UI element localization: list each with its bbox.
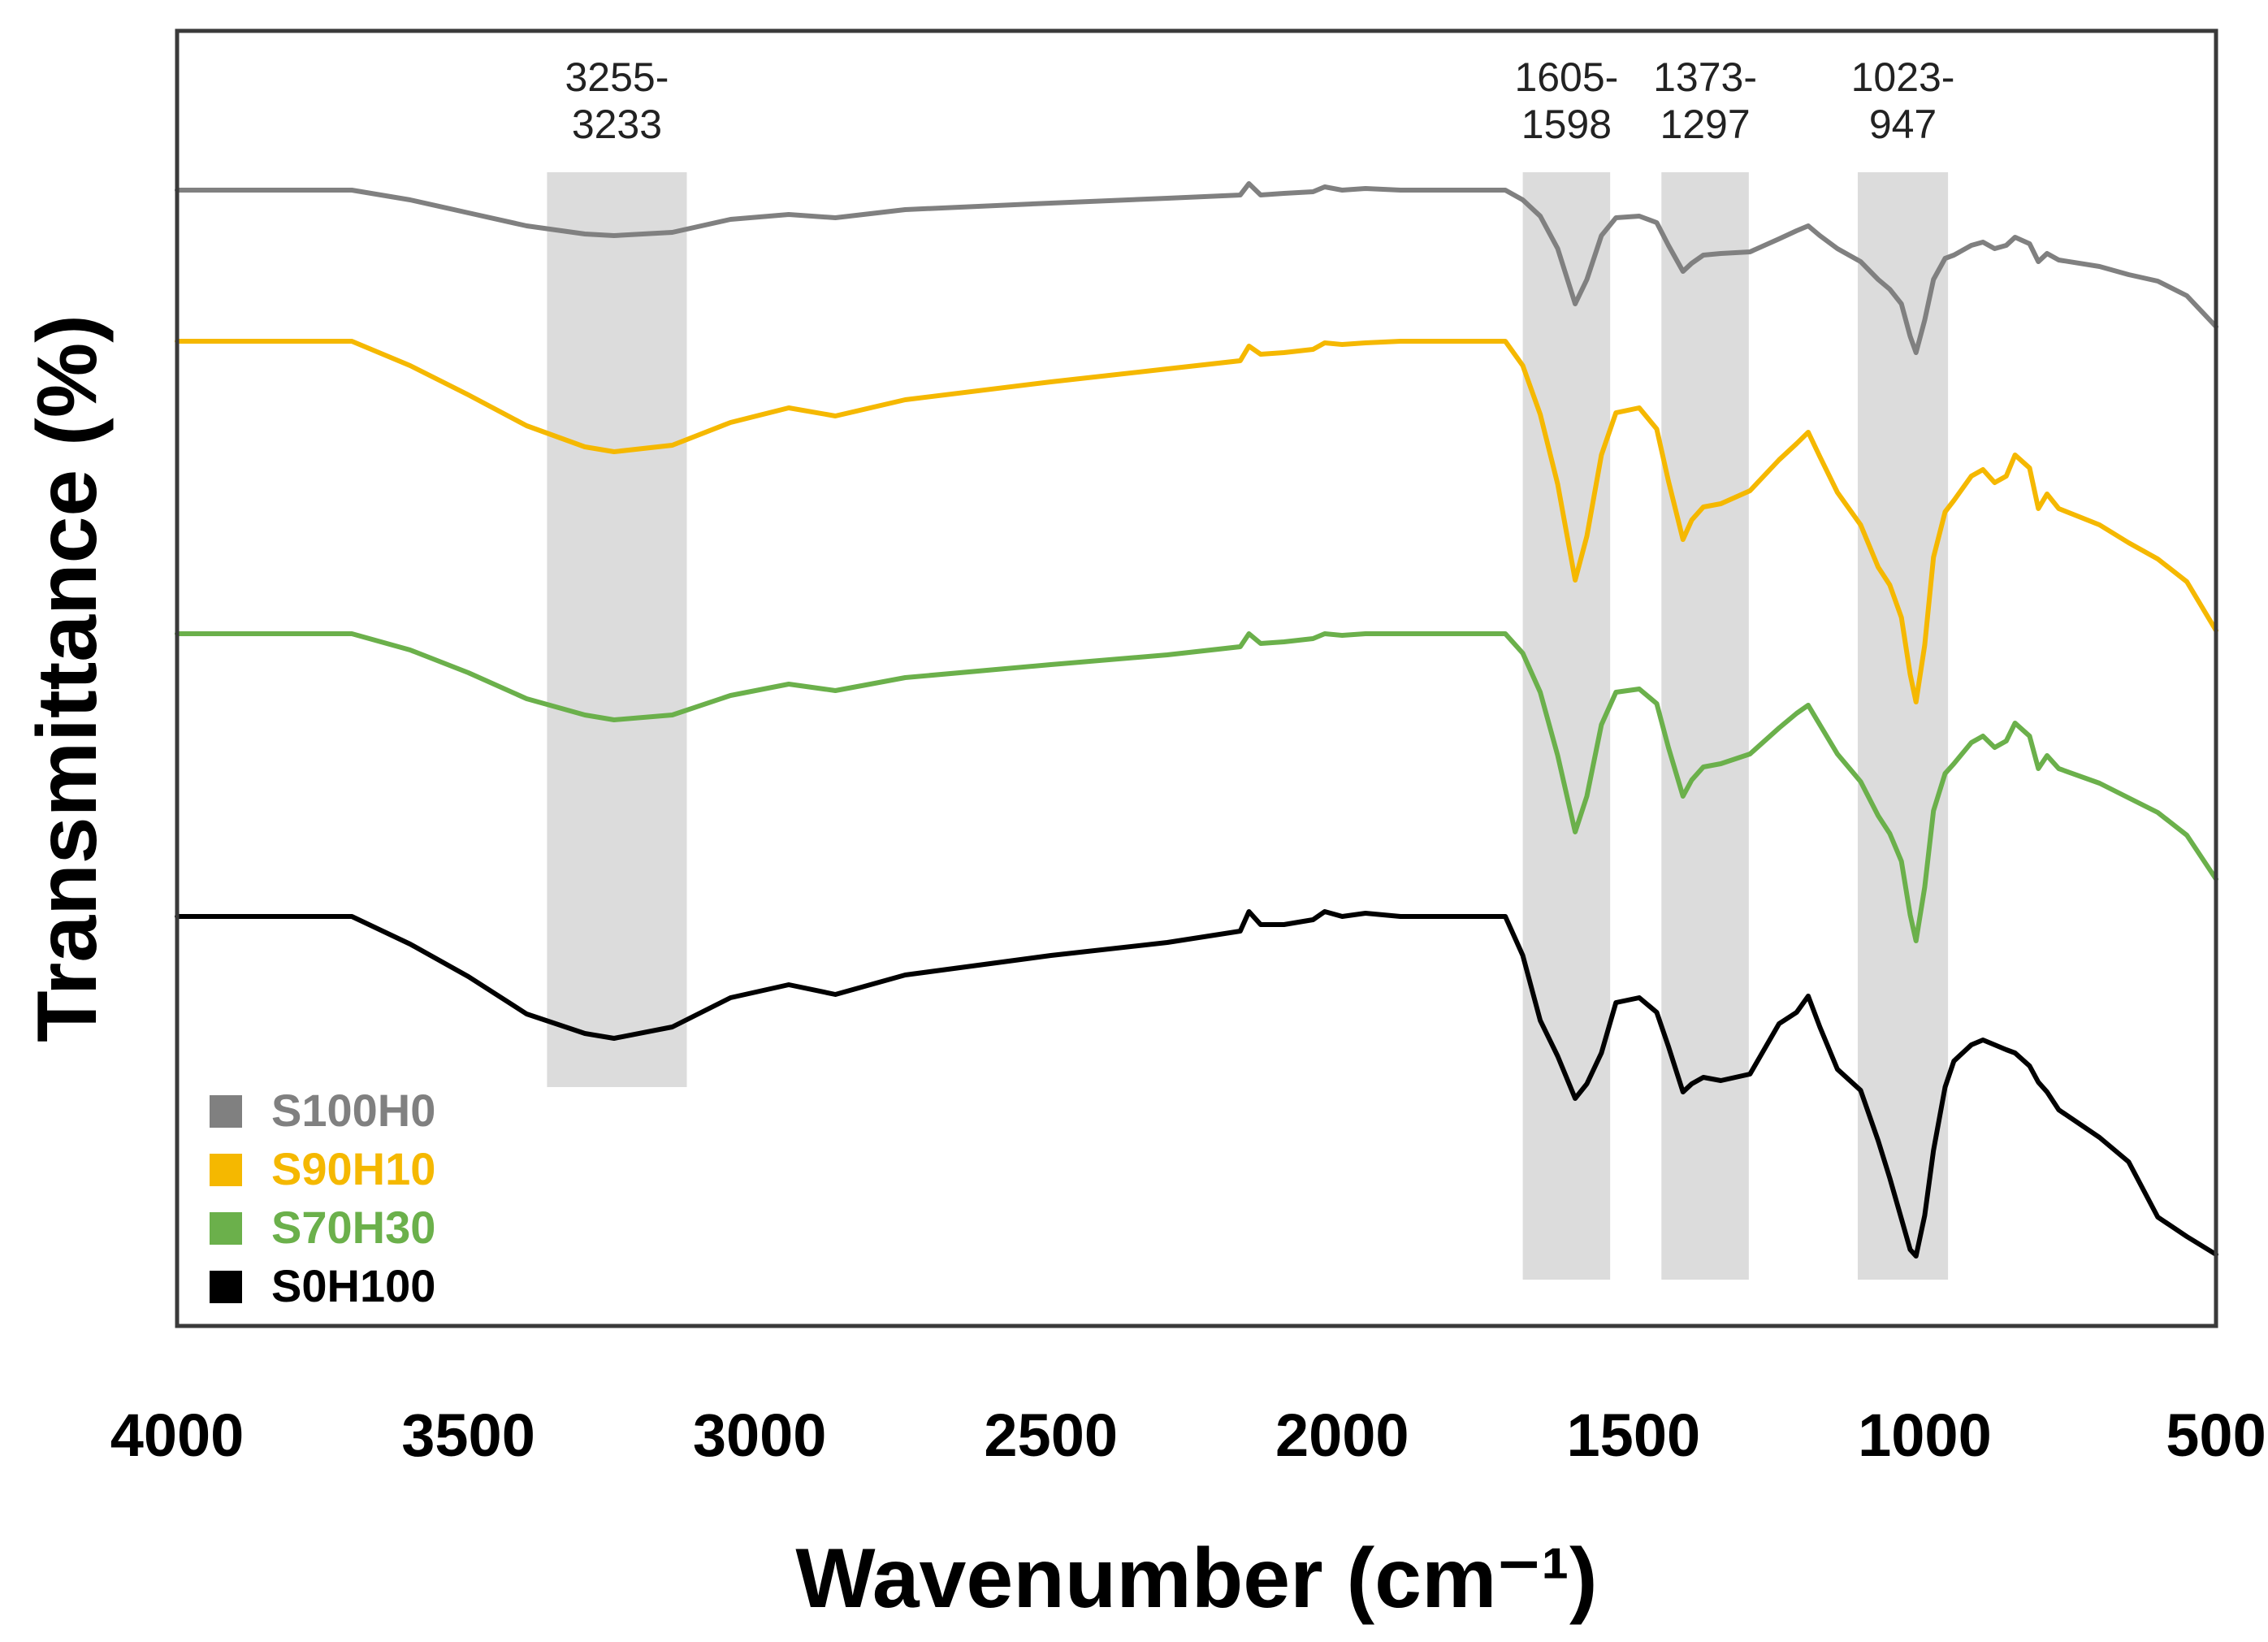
legend-swatch xyxy=(210,1212,242,1245)
band-label: 1605- xyxy=(1514,54,1618,100)
legend-label: S70H30 xyxy=(271,1202,435,1253)
band-label: 3233 xyxy=(572,102,662,147)
band-label: 1023- xyxy=(1851,54,1955,100)
legend-label: S90H10 xyxy=(271,1143,435,1194)
band-label: 3255- xyxy=(565,54,669,100)
series-line xyxy=(175,631,2218,943)
x-tick-label: 1500 xyxy=(1567,1402,1701,1469)
plot-area-frame xyxy=(175,28,2218,1328)
band-label: 947 xyxy=(1869,102,1937,147)
x-tick-label: 500 xyxy=(2166,1402,2266,1469)
band-label: 1598 xyxy=(1521,102,1612,147)
legend-swatch xyxy=(210,1095,242,1128)
y-axis-title: Transmittance (%) xyxy=(20,314,115,1042)
band-label: 1297 xyxy=(1660,102,1750,147)
series-line xyxy=(175,181,2218,355)
x-axis-tick-labels: 4000 3500 3000 2500 2000 1500 1000 500 xyxy=(110,1402,2266,1469)
highlight-band xyxy=(547,172,687,1087)
x-tick-label: 1000 xyxy=(1858,1402,1992,1469)
x-tick-label: 4000 xyxy=(110,1402,245,1469)
x-axis-title: Wavenumber (cm⁻¹) xyxy=(795,1532,1597,1626)
x-tick-label: 3000 xyxy=(693,1402,827,1469)
x-tick-label: 2000 xyxy=(1275,1402,1409,1469)
highlight-band xyxy=(1522,172,1611,1280)
legend-label: S100H0 xyxy=(271,1085,435,1136)
x-tick-label: 2500 xyxy=(984,1402,1118,1469)
legend-label: S0H100 xyxy=(271,1260,435,1311)
legend-swatch xyxy=(210,1154,242,1186)
legend: S100H0 S90H10 S70H30 S0H100 xyxy=(210,1085,435,1311)
legend-swatch xyxy=(210,1271,242,1303)
series-lines xyxy=(175,181,2218,1259)
series-line xyxy=(175,339,2218,704)
highlight-bands: 3255-3233 1605-1598 1373-1297 1023-947 xyxy=(547,54,1954,1280)
series-line xyxy=(175,909,2218,1259)
band-label: 1373- xyxy=(1653,54,1757,100)
highlight-band xyxy=(1857,172,1949,1280)
x-tick-label: 3500 xyxy=(401,1402,535,1469)
highlight-band xyxy=(1661,172,1749,1280)
